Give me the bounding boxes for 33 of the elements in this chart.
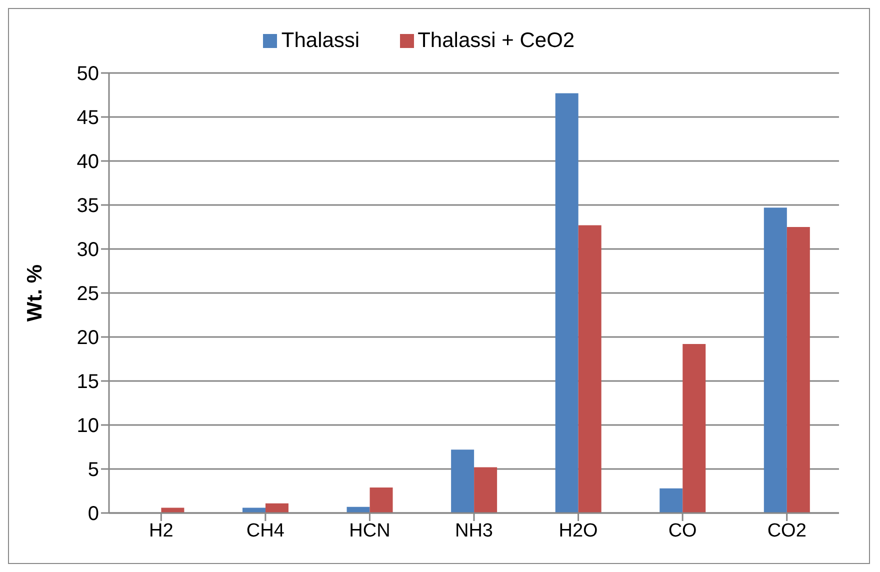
y-tick-label: 20 (76, 327, 99, 350)
y-tick-label: 35 (76, 195, 99, 218)
bar (370, 487, 393, 513)
y-tick-label: 15 (76, 371, 99, 394)
y-tick-label: 0 (88, 503, 99, 526)
bar (682, 344, 706, 513)
bar (555, 93, 578, 513)
x-tick-label: H2O (558, 520, 598, 542)
y-tick-label: 10 (76, 415, 99, 438)
bar (242, 508, 266, 513)
y-axis-title: Wt. % (23, 264, 46, 322)
bar (786, 227, 810, 513)
y-tick-label: 40 (76, 151, 99, 174)
bar (451, 450, 474, 513)
legend-label: Thalassi + CeO2 (418, 29, 575, 52)
bar (474, 467, 498, 513)
x-tick-label: CH4 (246, 520, 285, 542)
x-tick-label: CO2 (767, 520, 806, 542)
y-tick-label: 5 (88, 459, 99, 482)
y-tick-label: 45 (76, 107, 99, 130)
x-tick-label: H2 (148, 520, 174, 542)
y-tick-label: 25 (76, 283, 99, 306)
x-tick-label: NH3 (454, 520, 494, 542)
bar (764, 208, 787, 513)
x-tick-label: CO (668, 520, 697, 542)
x-tick-label: HCN (349, 520, 390, 542)
bar (578, 225, 602, 513)
bar (265, 503, 288, 513)
y-tick-label: 50 (76, 63, 99, 86)
legend-label: Thalassi (281, 29, 360, 52)
bar (660, 488, 683, 513)
bar (161, 508, 184, 513)
y-tick-label: 30 (76, 239, 99, 262)
